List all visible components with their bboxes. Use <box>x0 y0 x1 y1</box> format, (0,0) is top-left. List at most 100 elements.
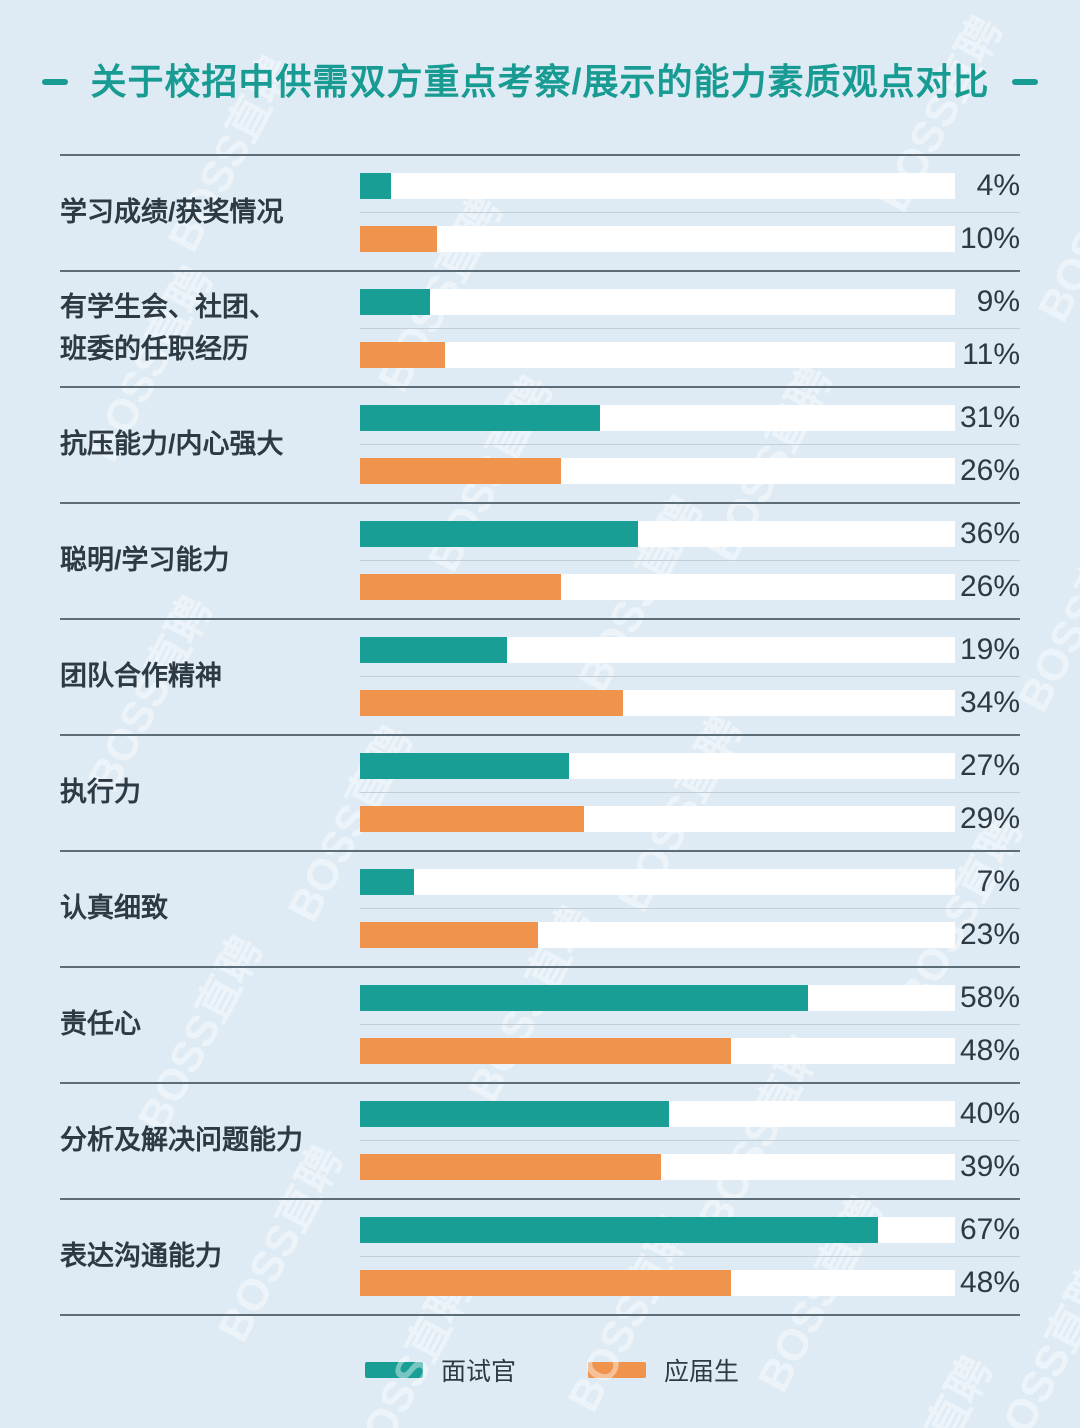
graduate-bar-row: 48% <box>360 1266 1020 1300</box>
graduate-bar-row: 26% <box>360 456 1020 486</box>
value-label: 58% <box>959 981 1020 1015</box>
category-group: 表达沟通能力 67% 48% <box>60 1197 1020 1314</box>
value-label: 4% <box>976 169 1020 203</box>
legend-label: 应届生 <box>664 1357 740 1386</box>
value-label: 48% <box>959 1034 1020 1068</box>
category-group: 分析及解决问题能力 40% 39% <box>60 1081 1020 1198</box>
bar-track <box>360 289 955 316</box>
value-label: 9% <box>976 285 1020 319</box>
category-bars: 4% 10% <box>360 169 1020 256</box>
interviewer-bar-row: 31% <box>360 403 1020 433</box>
pair-divider <box>360 676 1020 678</box>
interviewer-bar <box>360 521 639 548</box>
value-label: 23% <box>959 918 1020 952</box>
category-bars: 31% 26% <box>360 403 1020 486</box>
watermark-text: BOSS直聘 <box>1028 118 1080 330</box>
title-dash-right-icon <box>1011 78 1038 85</box>
category-label: 执行力 <box>60 776 141 807</box>
legend-item: 应届生 <box>588 1352 739 1388</box>
value-label: 39% <box>959 1150 1020 1184</box>
value-label: 10% <box>959 222 1020 256</box>
graduate-bar <box>360 574 561 601</box>
graduate-bar-row: 39% <box>360 1150 1020 1184</box>
graduate-bar <box>360 342 445 369</box>
bar-track <box>360 922 955 949</box>
category-label: 团队合作精神 <box>60 660 222 691</box>
bar-chart: 学习成绩/获奖情况 4% 10% 有学生会、社团、 班委的任职经历 <box>60 153 1020 1316</box>
graduate-bar <box>360 922 538 949</box>
bar-track <box>360 1217 955 1244</box>
category-group: 责任心 58% 48% <box>60 965 1020 1082</box>
interviewer-bar-row: 27% <box>360 751 1020 781</box>
value-label: 40% <box>959 1097 1020 1131</box>
category-bars: 67% 48% <box>360 1215 1020 1300</box>
value-label: 26% <box>959 570 1020 604</box>
legend-item: 面试官 <box>365 1352 516 1388</box>
interviewer-bar-row: 19% <box>360 633 1020 667</box>
category-label: 责任心 <box>60 1008 141 1039</box>
category-group: 团队合作精神 19% 34% <box>60 617 1020 734</box>
interviewer-bar-row: 9% <box>360 285 1020 319</box>
bar-track <box>360 637 955 664</box>
value-label: 29% <box>959 802 1020 836</box>
bar-track <box>360 1038 955 1065</box>
category-bars: 36% 26% <box>360 519 1020 604</box>
title-dash-left-icon <box>42 78 69 85</box>
interviewer-bar-row: 4% <box>360 169 1020 203</box>
interviewer-bar <box>360 289 430 316</box>
category-label: 认真细致 <box>60 892 168 923</box>
interviewer-bar-row: 67% <box>360 1215 1020 1245</box>
pair-divider <box>360 1024 1020 1026</box>
interviewer-bar <box>360 1101 670 1128</box>
chart-title-row: 关于校招中供需双方重点考察/展示的能力素质观点对比 <box>0 0 1080 102</box>
legend-swatch <box>588 1361 647 1378</box>
category-group: 认真细致 7% 23% <box>60 849 1020 966</box>
legend-label: 面试官 <box>441 1357 517 1386</box>
interviewer-bar <box>360 753 569 780</box>
chart-legend: 面试官 应届生 <box>365 1352 1080 1388</box>
interviewer-bar <box>360 405 600 432</box>
interviewer-bar <box>360 637 507 664</box>
graduate-bar <box>360 458 561 485</box>
graduate-bar-row: 34% <box>360 688 1020 718</box>
legend-swatch <box>365 1361 423 1378</box>
pair-divider <box>360 792 1020 794</box>
pair-divider <box>360 1256 1020 1258</box>
value-label: 48% <box>959 1266 1020 1300</box>
bar-track <box>360 1270 955 1297</box>
page-title: 关于校招中供需双方重点考察/展示的能力素质观点对比 <box>90 61 990 102</box>
graduate-bar <box>360 1270 731 1297</box>
category-group: 聪明/学习能力 36% 26% <box>60 501 1020 618</box>
graduate-bar <box>360 806 585 833</box>
category-label: 聪明/学习能力 <box>60 544 230 575</box>
bar-track <box>360 753 955 780</box>
bar-track <box>360 869 955 896</box>
bar-track <box>360 173 955 200</box>
category-label: 有学生会、社团、 班委的任职经历 <box>60 291 276 364</box>
category-group: 抗压能力/内心强大 31% 26% <box>60 385 1020 502</box>
pair-divider <box>360 328 1020 330</box>
graduate-bar-row: 26% <box>360 570 1020 604</box>
pair-divider <box>360 212 1020 214</box>
bar-track <box>360 1154 955 1181</box>
value-label: 19% <box>959 633 1020 667</box>
bar-track <box>360 806 955 833</box>
category-bars: 9% 11% <box>360 285 1020 370</box>
graduate-bar-row: 48% <box>360 1034 1020 1068</box>
category-bars: 27% 29% <box>360 751 1020 836</box>
bar-track <box>360 1101 955 1128</box>
interviewer-bar <box>360 869 415 896</box>
category-label: 表达沟通能力 <box>60 1240 222 1271</box>
interviewer-bar-row: 36% <box>360 519 1020 549</box>
graduate-bar-row: 23% <box>360 918 1020 952</box>
bar-track <box>360 985 955 1012</box>
graduate-bar <box>360 1154 662 1181</box>
category-group: 有学生会、社团、 班委的任职经历 9% 11% <box>60 269 1020 386</box>
pair-divider <box>360 908 1020 910</box>
bar-track <box>360 574 955 601</box>
interviewer-bar-row: 58% <box>360 981 1020 1015</box>
graduate-bar <box>360 1038 731 1065</box>
interviewer-bar-row: 40% <box>360 1097 1020 1131</box>
graduate-bar <box>360 226 438 253</box>
